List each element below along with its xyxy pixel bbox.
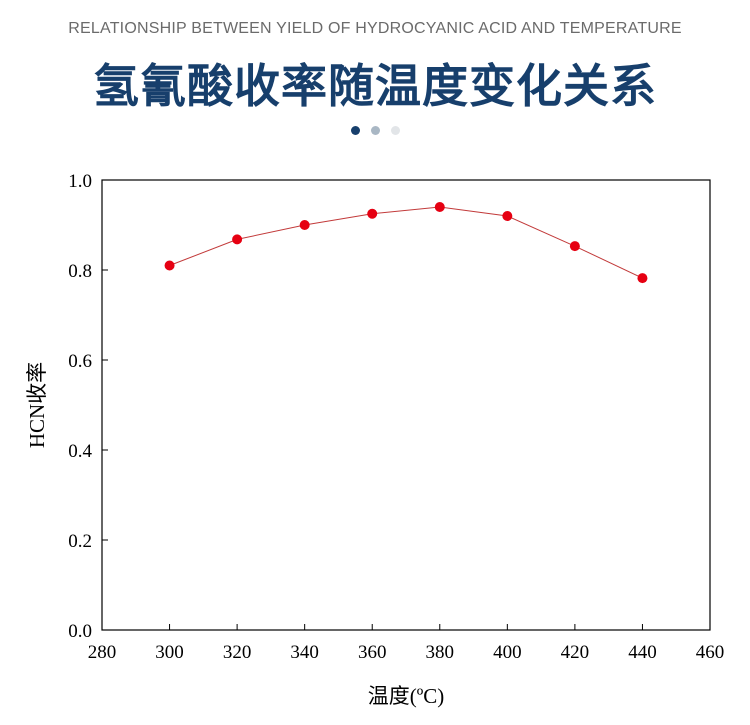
pager-dot-1[interactable] [350, 126, 360, 135]
y-axis: 0.0 0.2 0.4 0.6 0.8 1.0 [68, 171, 108, 642]
x-tick-label: 340 [290, 642, 319, 663]
series-line [169, 206, 643, 279]
y-tick-label: 0.6 [68, 351, 92, 372]
plot-frame [101, 179, 711, 631]
data-point [164, 260, 175, 271]
pager-dot-2[interactable] [370, 126, 380, 135]
y-axis-label: HCN收率 [25, 362, 49, 448]
x-tick-label: 320 [223, 642, 252, 663]
x-tick-label: 440 [628, 642, 657, 663]
y-tick-label: 0.8 [68, 261, 92, 282]
data-point [232, 234, 243, 245]
data-point [569, 241, 580, 252]
data-point [637, 273, 648, 284]
y-tick-label: 0.0 [68, 621, 92, 642]
data-point [367, 208, 378, 219]
x-tick-label: 400 [493, 642, 522, 663]
x-tick-label: 360 [358, 642, 387, 663]
data-point [434, 202, 445, 212]
x-axis: 280 300 320 340 360 380 400 420 440 460 [88, 624, 725, 663]
pager-dot-3[interactable] [390, 126, 400, 135]
data-point [502, 211, 513, 221]
data-point [299, 220, 310, 230]
x-tick-label: 460 [696, 642, 725, 663]
x-tick-label: 300 [155, 642, 184, 663]
x-tick-label: 380 [426, 642, 455, 663]
series-group [164, 202, 648, 284]
page-title: 氢氰酸收率随温度变化关系 [93, 59, 657, 113]
x-axis-label: 温度(ºC) [368, 684, 445, 708]
x-tick-label: 280 [88, 642, 117, 663]
page-subtitle: RELATIONSHIP BETWEEN YIELD OF HYDROCYANI… [68, 20, 682, 37]
y-tick-label: 0.2 [68, 531, 92, 552]
y-tick-label: 1.0 [68, 171, 92, 192]
x-tick-label: 420 [561, 642, 590, 663]
pager-dots [0, 126, 750, 135]
y-tick-label: 0.4 [68, 441, 92, 462]
